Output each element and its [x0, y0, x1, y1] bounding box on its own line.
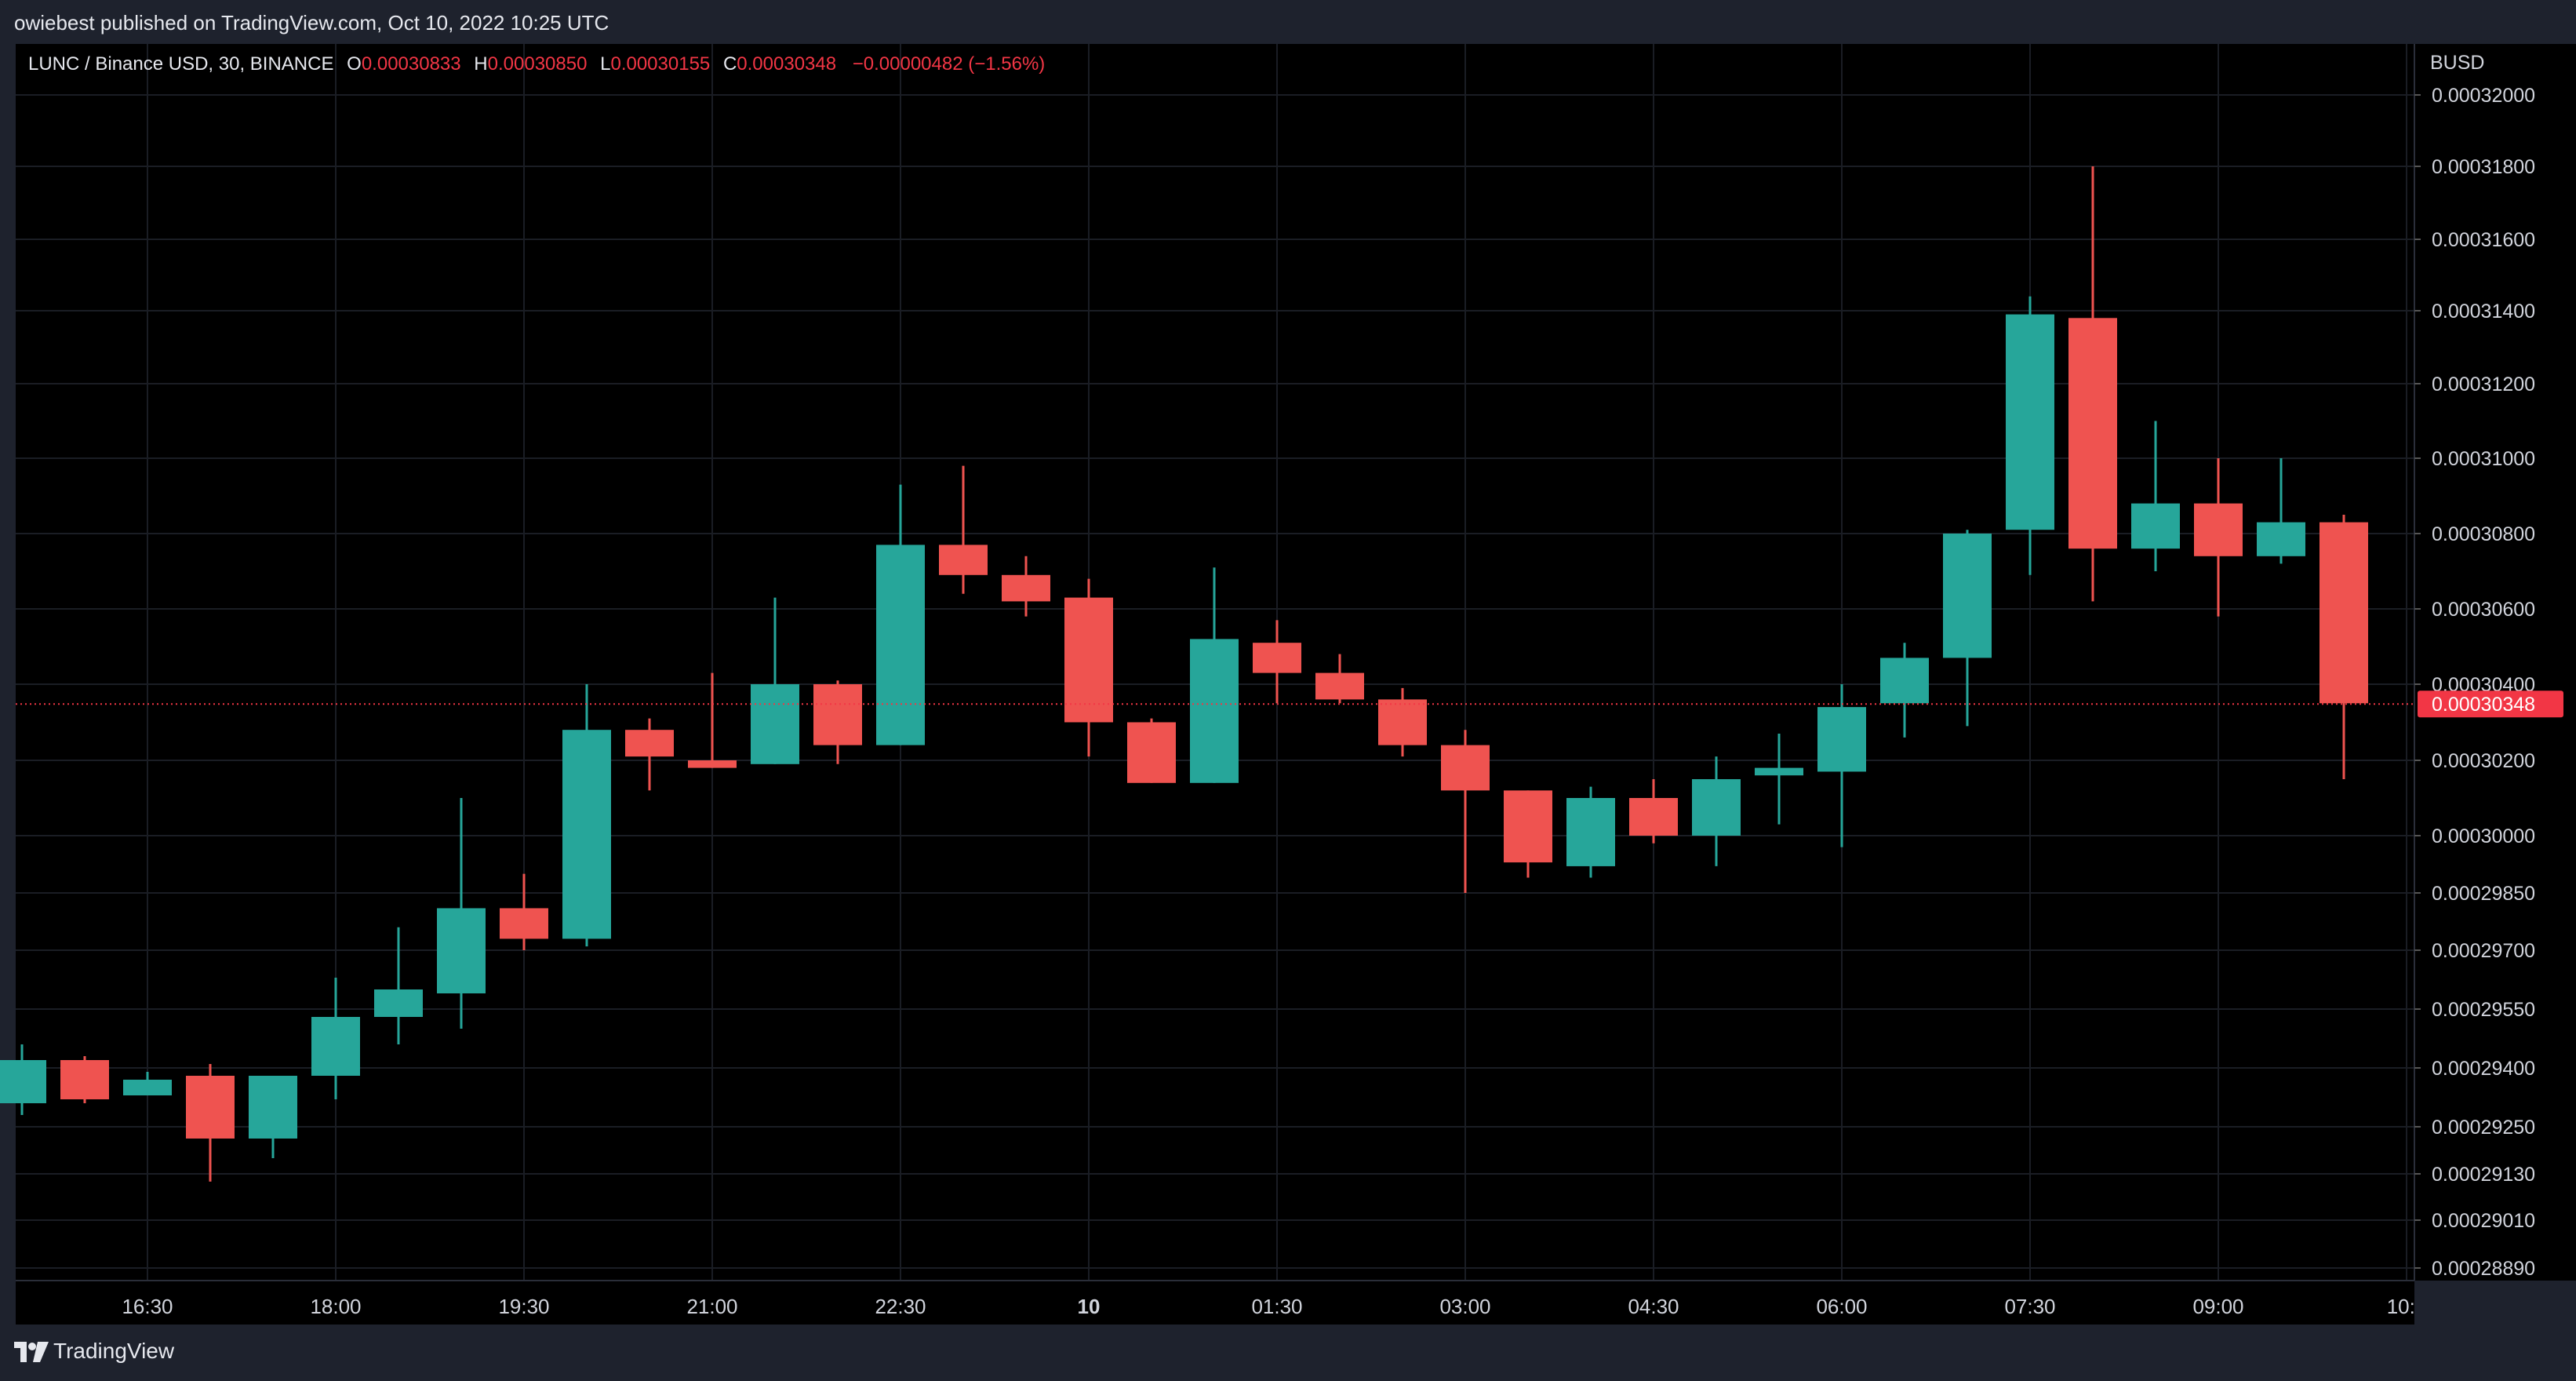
- time-tick-label: 01:30: [1251, 1295, 1302, 1318]
- candle-body: [1253, 643, 1301, 673]
- tradingview-brand-text: TradingView: [53, 1339, 175, 1363]
- candle-body: [437, 908, 486, 993]
- candle-body: [1127, 722, 1176, 783]
- candle-body: [1880, 658, 1929, 704]
- candle-body: [1504, 790, 1552, 863]
- time-tick-label: 10: [1078, 1295, 1101, 1318]
- price-tick-label: 0.00030800: [2432, 523, 2535, 545]
- price-tick-label: 0.00030000: [2432, 825, 2535, 847]
- legend-high-value: 0.00030850: [487, 53, 588, 75]
- legend-low-value: 0.00030155: [610, 53, 711, 75]
- time-axis-corner: [2414, 1282, 2576, 1325]
- candle-body: [876, 545, 925, 745]
- candle-body: [1629, 798, 1678, 836]
- candle-body: [1943, 534, 1992, 658]
- candle-body: [123, 1080, 172, 1095]
- time-tick-label: 04:30: [1628, 1295, 1679, 1318]
- candle-body: [1566, 798, 1615, 866]
- legend-low-label: L: [600, 53, 611, 75]
- candle-body: [1315, 672, 1364, 700]
- price-tick-label: 0.00029700: [2432, 940, 2535, 962]
- price-tick-label: 0.00030200: [2432, 750, 2535, 772]
- candle-body: [1064, 597, 1113, 723]
- candle-body: [60, 1060, 109, 1099]
- candle-body: [1817, 707, 1866, 772]
- price-tick-label: 0.00031000: [2432, 448, 2535, 470]
- candle-body: [562, 730, 611, 939]
- price-axis-currency: BUSD: [2430, 52, 2484, 74]
- time-tick-label: 06:00: [1816, 1295, 1867, 1318]
- legend-high-label: H: [474, 53, 488, 75]
- candle-body: [500, 908, 548, 939]
- candle-body: [249, 1076, 297, 1139]
- candle-body: [1190, 639, 1239, 783]
- price-tick-label: 0.00029130: [2432, 1164, 2535, 1186]
- price-tick-label: 0.00032000: [2432, 85, 2535, 107]
- candle-body: [2068, 318, 2117, 549]
- last-price-badge: [2418, 690, 2563, 718]
- candle-body: [186, 1076, 235, 1139]
- time-tick-label: 22:30: [875, 1295, 926, 1318]
- candle-body: [1441, 745, 1490, 791]
- candle-body: [374, 989, 423, 1017]
- price-tick-label: 0.00029250: [2432, 1117, 2535, 1139]
- candle-body: [2006, 314, 2054, 530]
- candle-body: [1755, 767, 1803, 776]
- time-tick-label: 21:00: [686, 1295, 737, 1318]
- time-tick-label: 16:30: [122, 1295, 173, 1318]
- legend-close-label: C: [722, 53, 737, 75]
- price-tick-label: 0.00029550: [2432, 999, 2535, 1021]
- price-tick-label: 0.00031600: [2432, 229, 2535, 251]
- chart-legend: LUNC / Binance USD, 30, BINANCE O0.00030…: [28, 53, 1045, 75]
- time-tick-label: 19:30: [498, 1295, 549, 1318]
- candle-body: [311, 1017, 360, 1076]
- time-tick-label: 09:00: [2192, 1295, 2243, 1318]
- price-tick-label: 0.00031400: [2432, 301, 2535, 322]
- candle-body: [625, 730, 674, 757]
- legend-open-label: O: [347, 53, 362, 75]
- time-tick-label: 03:00: [1439, 1295, 1490, 1318]
- time-tick-label: 18:00: [310, 1295, 361, 1318]
- price-tick-label: 0.00029850: [2432, 883, 2535, 905]
- candle-body: [813, 684, 862, 745]
- candle-body: [2194, 503, 2243, 556]
- legend-open-value: 0.00030833: [361, 53, 461, 75]
- candle-body: [688, 760, 737, 768]
- legend-symbol: LUNC / Binance USD, 30, BINANCE: [28, 53, 334, 75]
- candle-body: [939, 545, 988, 575]
- price-axis: [2414, 44, 2576, 1281]
- candle-body: [1692, 779, 1741, 836]
- publish-bar: owiebest published on TradingView.com, O…: [0, 0, 2576, 44]
- candle-body: [2131, 503, 2180, 549]
- publish-caption: owiebest published on TradingView.com, O…: [14, 11, 609, 35]
- legend-close-value: 0.00030348: [737, 53, 837, 75]
- candle-body: [1002, 574, 1050, 602]
- candle-body: [1378, 699, 1427, 745]
- price-tick-label: 0.00031800: [2432, 156, 2535, 178]
- time-tick-label: 07:30: [2004, 1295, 2055, 1318]
- tradingview-logo-icon: [14, 1342, 49, 1362]
- last-price-label: 0.00030348: [2432, 694, 2535, 716]
- candle-body: [751, 684, 799, 764]
- price-tick-label: 0.00031200: [2432, 373, 2535, 395]
- price-tick-label: 0.00028890: [2432, 1258, 2535, 1280]
- price-tick-label: 0.00029010: [2432, 1210, 2535, 1232]
- legend-change: −0.00000482 (−1.56%): [852, 53, 1046, 75]
- candle-body: [2257, 522, 2305, 556]
- price-tick-label: 0.00030600: [2432, 599, 2535, 621]
- price-tick-label: 0.00029400: [2432, 1058, 2535, 1080]
- footer-bar: TradingView: [0, 1325, 2576, 1381]
- candle-body: [0, 1060, 46, 1103]
- candle-body: [2319, 522, 2368, 704]
